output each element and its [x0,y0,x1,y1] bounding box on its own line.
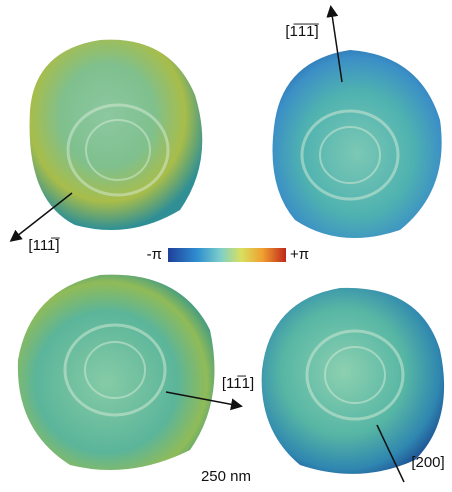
direction-label: [111̅] [28,237,60,254]
particle-top-left [30,40,203,230]
colorbar-min: -π [147,246,162,263]
particle-bottom-left [18,275,215,470]
colorbar [168,248,286,262]
particle-bottom-right [262,288,444,474]
direction-label: [1̅1̅1̅] [285,23,319,40]
colorbar-max: +π [290,246,309,263]
scale-label: 250 nm [201,468,251,485]
direction-label: [200] [411,454,444,471]
figure: -π +π [1̅1̅1̅] [111̅] [11̅1] [200] 250 n… [0,0,452,492]
particle-top-right [273,50,442,238]
direction-label: [11̅1] [222,375,254,392]
